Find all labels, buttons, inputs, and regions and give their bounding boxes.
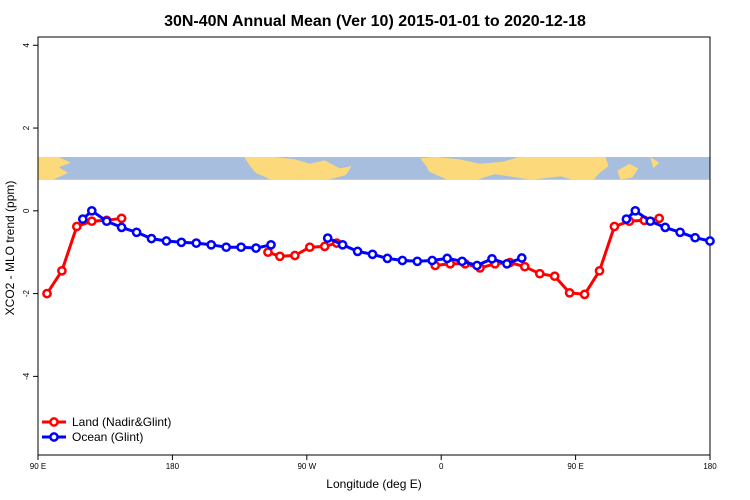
legend-item: Ocean (Glint) [42,430,143,444]
land-area [420,157,609,180]
data-point [412,256,423,267]
legend: Land (Nadir&Glint)Ocean (Glint) [42,415,171,444]
legend-label: Land (Nadir&Glint) [72,415,171,429]
data-point [645,216,656,227]
y-tick-label: 4 [22,43,31,48]
data-point [337,239,348,250]
land-area [650,157,660,169]
data-point [549,271,560,282]
chart-title: 30N-40N Annual Mean (Ver 10) 2015-01-01 … [164,13,586,30]
series-ocean-glint [77,205,715,271]
data-point [176,237,187,248]
data-point [116,213,127,224]
data-point [427,255,438,266]
land-area [38,157,71,180]
data-point [487,253,497,264]
data-point [322,233,333,243]
x-tick-label: 90 E [30,462,46,471]
data-point [352,246,363,257]
data-point [675,227,685,238]
data-point [266,239,276,250]
legend-label: Ocean (Glint) [72,430,143,444]
plot-frame [37,36,711,456]
data-point [382,253,393,264]
y-tick-label: -2 [22,289,31,297]
data-point [86,205,97,216]
series-line [45,216,122,295]
data-point [630,205,641,216]
data-point [42,288,52,299]
data-point [472,260,482,271]
legend-item: Land (Nadir&Glint) [42,415,171,429]
x-tick-label: 90 E [567,462,583,471]
legend-marker [49,432,59,442]
data-point [77,214,88,224]
data-point [367,249,378,260]
data-point [534,268,545,279]
y-axis-label: XCO2 - MLO trend (ppm) [3,181,17,316]
x-axis: 90 E 180 90 W 0 90 E 180 [30,455,717,471]
x-tick-label: 180 [703,462,717,471]
data-point [86,216,97,227]
data-point [519,261,530,272]
data-point [221,242,232,253]
ocean-area [38,157,710,180]
data-point [705,236,715,246]
data-point [131,227,142,238]
y-tick-label: 0 [22,208,31,213]
data-point [161,236,172,246]
data-point [579,289,590,300]
data-point [502,258,512,269]
x-tick-label: 90 W [297,462,316,471]
x-tick-label: 180 [166,462,180,471]
y-axis: 4 2 0 -2 -4 [22,43,38,380]
data-point [690,232,700,243]
data-point [116,222,127,233]
series-layer [42,205,715,300]
data-point [621,214,632,224]
data-point [564,287,575,298]
data-point [263,247,273,258]
x-axis-label: Longitude (deg E) [326,477,421,491]
data-point [594,265,605,276]
data-point [609,221,620,232]
data-point [236,242,246,253]
land-area [617,163,639,180]
data-point [516,253,527,263]
data-point [275,251,285,262]
data-point [191,238,202,248]
data-point [442,253,453,264]
series-line [435,216,660,296]
data-point [101,216,112,227]
y-tick-label: 2 [22,125,31,130]
data-point [206,239,217,250]
data-point [660,222,671,233]
data-point [654,213,665,224]
data-point [251,243,261,253]
y-tick-label: -4 [22,372,31,380]
data-point [146,233,157,244]
data-point [319,241,330,252]
legend-marker [49,417,59,427]
world-map-band [38,157,710,180]
data-point [457,256,467,267]
data-point [304,242,315,253]
data-point [397,255,408,266]
data-point [57,265,67,276]
x-tick-label: 0 [439,462,444,471]
data-point [290,250,300,261]
land-area [244,157,352,180]
data-point [71,221,82,232]
series-land-nadir-glint [42,213,665,300]
